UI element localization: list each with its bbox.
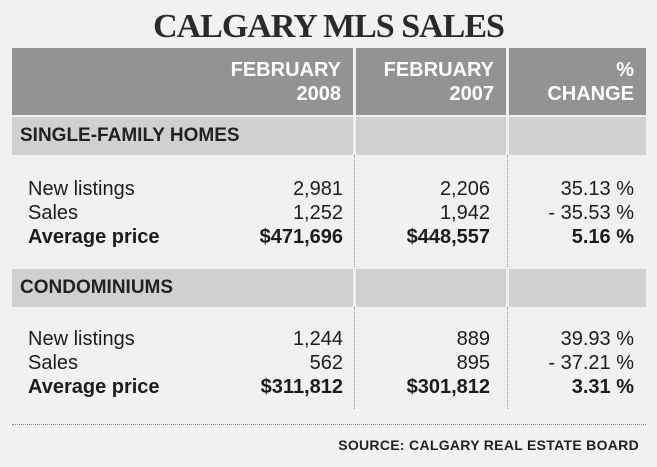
- section-band: [12, 117, 353, 155]
- column-divider: [507, 307, 509, 409]
- table-row: New listings 1,244 889 39.93 %: [12, 327, 646, 351]
- cell-change: 5.16 %: [571, 226, 634, 248]
- cell-change: 3.31 %: [571, 376, 634, 398]
- table-row: New listings 2,981 2,206 35.13 %: [12, 177, 646, 201]
- row-label: Sales: [28, 352, 79, 374]
- table-header: FEBRUARY 2008 FEBRUARY 2007 % CHANGE: [12, 48, 646, 115]
- table-row: Average price $311,812 $301,812 3.31 %: [12, 375, 646, 399]
- cell-2007: 889: [456, 328, 490, 350]
- section-band: [509, 117, 646, 155]
- cell-2008: 1,244: [292, 328, 343, 350]
- section-band: [509, 269, 646, 307]
- header-feb-2008: FEBRUARY 2008: [12, 48, 353, 115]
- sales-table: FEBRUARY 2008 FEBRUARY 2007 % CHANGE SIN…: [12, 48, 646, 409]
- section-band: [12, 269, 353, 307]
- header-feb-2007: FEBRUARY 2007: [356, 48, 506, 115]
- cell-2007: $448,557: [406, 226, 490, 248]
- cell-2007: $301,812: [406, 376, 490, 398]
- cell-2008: 1,252: [292, 202, 343, 224]
- table-row: Sales 562 895 - 37.21 %: [12, 351, 646, 375]
- cell-2008: 562: [309, 352, 343, 374]
- source-note: SOURCE: CALGARY REAL ESTATE BOARD: [338, 437, 639, 453]
- cell-change: - 35.53 %: [548, 202, 634, 224]
- column-divider: [507, 155, 509, 267]
- header-feb-2008-line2: 2008: [296, 83, 342, 105]
- cell-2007: 2,206: [439, 178, 490, 200]
- section-band: [356, 117, 506, 155]
- column-divider: [354, 155, 356, 267]
- cell-change: 35.13 %: [560, 178, 634, 200]
- condominium-rows: New listings 1,244 889 39.93 % Sales 562…: [12, 307, 646, 409]
- cell-2008: 2,981: [292, 178, 343, 200]
- row-label: New listings: [28, 178, 135, 200]
- header-feb-2007-line1: FEBRUARY: [383, 59, 494, 81]
- header-feb-2008-line1: FEBRUARY: [230, 59, 341, 81]
- section-title: CONDOMINIUMS: [20, 277, 174, 298]
- chart-title: CALGARY MLS SALES: [153, 8, 505, 45]
- single-family-rows: New listings 2,981 2,206 35.13 % Sales 1…: [12, 155, 646, 267]
- header-pct-change-line1: %: [616, 59, 634, 81]
- row-label: New listings: [28, 328, 135, 350]
- table-row: Sales 1,252 1,942 - 35.53 %: [12, 201, 646, 225]
- section-condominiums: CONDOMINIUMS: [12, 269, 646, 307]
- column-divider: [354, 307, 356, 409]
- row-label: Average price: [28, 376, 160, 398]
- section-band: [356, 269, 506, 307]
- cell-2008: $311,812: [260, 376, 343, 398]
- header-feb-2007-line2: 2007: [449, 83, 495, 105]
- cell-change: 39.93 %: [560, 328, 634, 350]
- footer-rule: [12, 424, 646, 425]
- cell-2007: 895: [456, 352, 490, 374]
- cell-2008: $471,696: [259, 226, 343, 248]
- row-label: Average price: [28, 226, 160, 248]
- table-row: Average price $471,696 $448,557 5.16 %: [12, 225, 646, 249]
- row-label: Sales: [28, 202, 79, 224]
- header-pct-change: % CHANGE: [509, 48, 646, 115]
- cell-2007: 1,942: [439, 202, 490, 224]
- cell-change: - 37.21 %: [548, 352, 634, 374]
- section-title: SINGLE-FAMILY HOMES: [20, 125, 240, 146]
- section-single-family: SINGLE-FAMILY HOMES: [12, 117, 646, 155]
- header-pct-change-line2: CHANGE: [547, 83, 634, 105]
